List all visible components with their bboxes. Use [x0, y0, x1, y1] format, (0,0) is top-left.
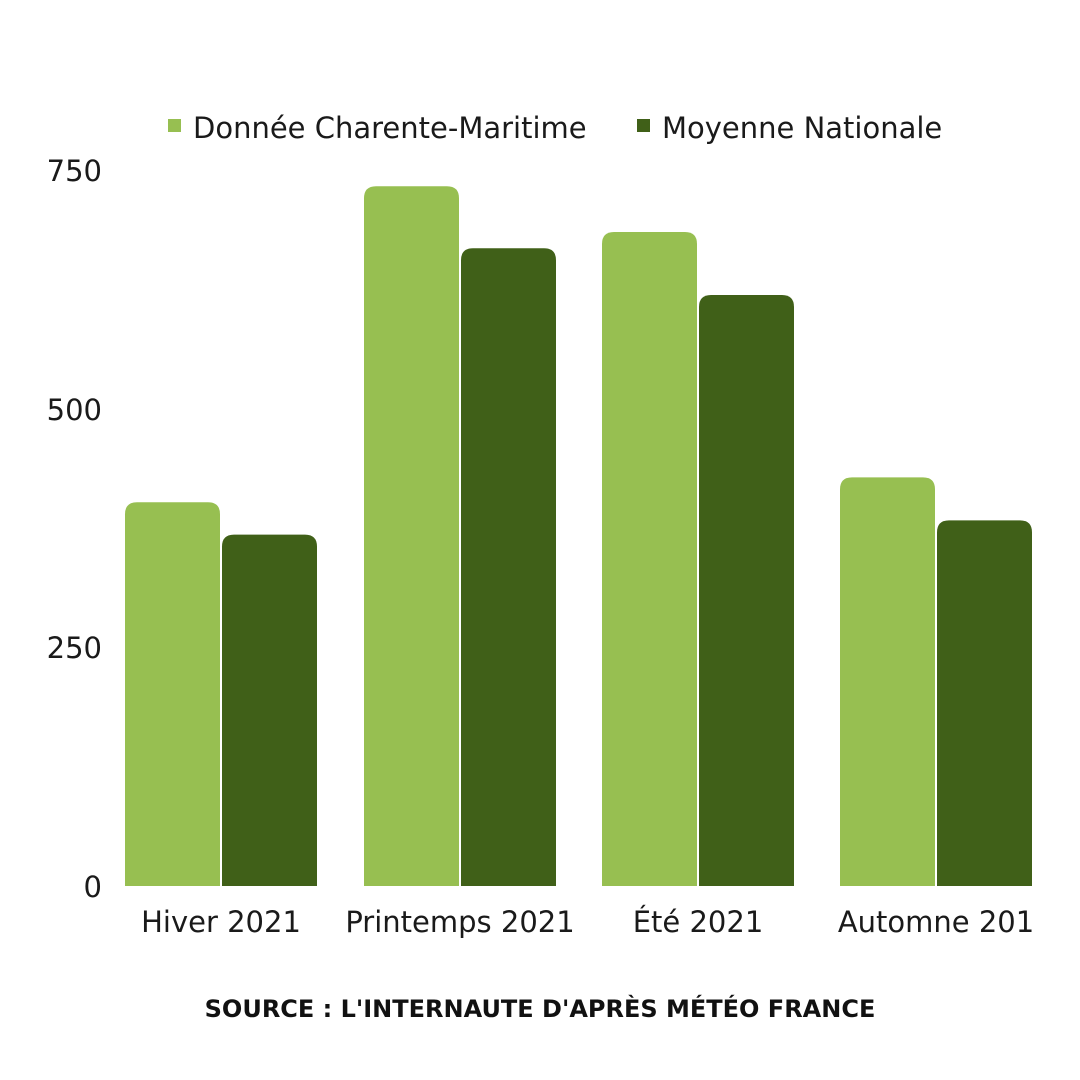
bar-charente-maritime-1: [125, 502, 220, 886]
bar-moyenne-nationale-4: [937, 520, 1032, 886]
bars: [125, 186, 1032, 887]
legend-label-moyenne-nationale: Moyenne Nationale: [662, 111, 942, 145]
bar-moyenne-nationale-2: [461, 248, 556, 887]
legend-label-charente-maritime: Donnée Charente-Maritime: [193, 111, 587, 145]
bar-moyenne-nationale-3: [699, 295, 794, 886]
y-tick-label: 500: [47, 393, 102, 427]
y-axis: 750 500 250 0: [47, 154, 102, 904]
bar-charente-maritime-4: [840, 477, 935, 886]
legend-swatch-charente-maritime: [168, 119, 181, 132]
bar-moyenne-nationale-1: [222, 534, 317, 886]
bar-charente-maritime-3: [602, 232, 697, 886]
x-category-label: Été 2021: [633, 905, 764, 939]
x-category-label: Printemps 2021: [345, 905, 574, 939]
x-category-label: Automne 201: [838, 905, 1034, 939]
y-tick-label: 250: [47, 631, 102, 665]
y-tick-label: 0: [84, 870, 102, 904]
y-tick-label: 750: [47, 154, 102, 188]
x-axis: Hiver 2021 Printemps 2021 Été 2021 Autom…: [141, 905, 1034, 939]
x-category-label: Hiver 2021: [141, 905, 301, 939]
bar-charente-maritime-2: [364, 186, 459, 886]
legend-swatch-moyenne-nationale: [637, 119, 650, 132]
legend: Donnée Charente-Maritime Moyenne Nationa…: [168, 111, 942, 145]
source-caption: SOURCE : L'INTERNAUTE D'APRÈS MÉTÉO FRAN…: [205, 994, 876, 1023]
